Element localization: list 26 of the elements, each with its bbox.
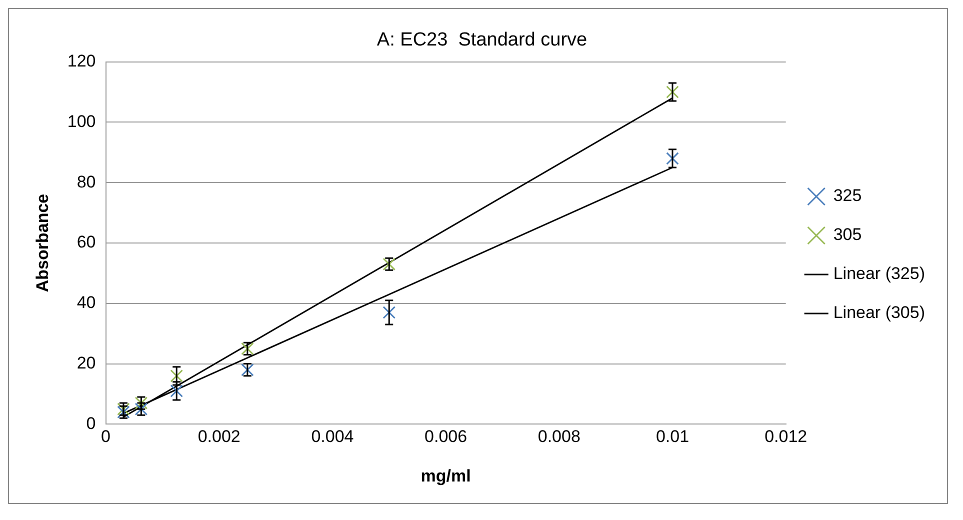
legend-label: 305 (833, 225, 862, 244)
y-tick-label: 100 (67, 112, 96, 131)
y-tick-label: 20 (76, 353, 96, 372)
x-tick-label: 0.01 (656, 427, 690, 446)
y-tick-label: 40 (76, 293, 96, 312)
x-tick-label: 0.008 (538, 427, 580, 446)
point (170, 384, 184, 398)
point (666, 86, 679, 98)
x-tick-label: 0.002 (198, 427, 240, 446)
point (170, 369, 184, 382)
point (382, 306, 396, 319)
x-tick-label: 0 (101, 427, 110, 446)
y-tick-label: 60 (76, 232, 96, 252)
x-axis-title: mg/ml (420, 466, 471, 486)
legend-label: Linear (325) (833, 264, 926, 284)
y-tick-label: 120 (67, 51, 96, 70)
y-tick-label: 80 (76, 172, 96, 192)
legend-label: 325 (833, 186, 862, 206)
point (666, 152, 679, 165)
y-tick-label: 0 (86, 414, 96, 433)
x-tick-label: 0.006 (424, 427, 468, 446)
legend-label: Linear (305) (833, 303, 926, 322)
chart-title: A: EC23 Standard curve (376, 30, 588, 51)
x-tick-label: 0.004 (311, 427, 354, 446)
y-axis-title: Absorbance (32, 194, 52, 292)
x-tick-label: 0.012 (764, 427, 808, 446)
